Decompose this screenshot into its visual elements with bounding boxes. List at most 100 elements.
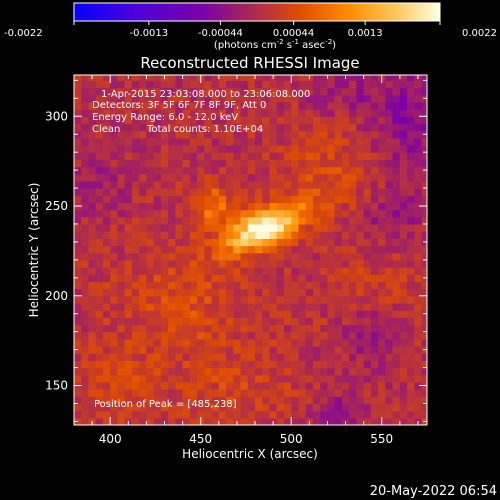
energy-range: Energy Range: 6.0 - 12.0 keV xyxy=(92,112,238,123)
heatmap-cell xyxy=(146,223,155,232)
heatmap-cell xyxy=(407,360,415,369)
heatmap-cell xyxy=(81,173,90,182)
heatmap-cell xyxy=(363,80,372,89)
heatmap-cell xyxy=(320,338,329,347)
heatmap-cell xyxy=(226,353,234,361)
heatmap-cell xyxy=(226,123,234,132)
heatmap-cell xyxy=(226,360,234,369)
heatmap-cell xyxy=(182,223,191,232)
heatmap-cell xyxy=(247,281,256,290)
heatmap-cell xyxy=(226,116,234,125)
heatmap-cell xyxy=(276,180,285,189)
heatmap-cell xyxy=(74,109,82,117)
heatmap-cell xyxy=(189,310,198,318)
colorbar-frame xyxy=(73,2,441,22)
heatmap-cell xyxy=(175,173,184,182)
info-block: 1-Apr-2015 23:03:08.000 to 23:06:08.000 … xyxy=(92,89,310,410)
heatmap-cell xyxy=(175,80,184,89)
heatmap-cell xyxy=(74,331,82,340)
heatmap-cell xyxy=(407,252,415,261)
heatmap-cell xyxy=(370,417,379,425)
heatmap-cell xyxy=(305,166,314,175)
heatmap-cell xyxy=(95,360,104,369)
heatmap-cell xyxy=(327,346,336,354)
heatmap-cell xyxy=(74,80,82,89)
heatmap-cell xyxy=(197,87,205,96)
heatmap-cell xyxy=(276,231,285,239)
heatmap-cell xyxy=(399,223,408,232)
heatmap-cell xyxy=(160,331,169,340)
heatmap-cell xyxy=(255,145,263,153)
heatmap-cell xyxy=(189,123,198,132)
heatmap-cell xyxy=(269,202,278,211)
heatmap-cell xyxy=(334,231,343,239)
heatmap-cell xyxy=(312,374,321,383)
heatmap-cell xyxy=(349,166,357,175)
heatmap-cell xyxy=(407,410,415,419)
heatmap-cell xyxy=(131,87,140,96)
heatmap-cell xyxy=(298,145,307,153)
heatmap-cell xyxy=(392,317,401,326)
heatmap-cell xyxy=(385,180,394,189)
heatmap-cell xyxy=(291,202,300,211)
heatmap-cell xyxy=(102,396,111,405)
heatmap-cell xyxy=(233,288,242,297)
heatmap-cell xyxy=(233,252,242,261)
heatmap-cell xyxy=(110,374,119,383)
heatmap-cell xyxy=(168,223,176,232)
heatmap-cell xyxy=(204,180,213,189)
heatmap-cell xyxy=(139,245,148,254)
heatmap-cell xyxy=(95,94,104,103)
heatmap-cell xyxy=(146,130,155,139)
heatmap-cell xyxy=(226,396,234,405)
heatmap-cell xyxy=(363,109,372,117)
heatmap-cell xyxy=(370,353,379,361)
heatmap-cell xyxy=(283,238,292,247)
heatmap-cell xyxy=(298,288,307,297)
heatmap-cell xyxy=(139,259,148,268)
heatmap-cell xyxy=(414,80,423,89)
heatmap-cell xyxy=(363,338,372,347)
heatmap-cell xyxy=(175,331,184,340)
heatmap-cell xyxy=(240,75,249,81)
heatmap-cell xyxy=(269,223,278,232)
heatmap-cell xyxy=(124,188,133,196)
heatmap-cell xyxy=(153,331,162,340)
heatmap-cell xyxy=(204,152,213,160)
heatmap-cell xyxy=(168,259,176,268)
heatmap-cell xyxy=(88,137,97,146)
heatmap-cell xyxy=(175,223,184,232)
heatmap-cell xyxy=(218,130,227,139)
heatmap-cell xyxy=(160,267,169,275)
heatmap-cell xyxy=(320,223,329,232)
heatmap-cell xyxy=(262,274,271,283)
heatmap-cell xyxy=(240,381,249,390)
heatmap-cell xyxy=(240,145,249,153)
heatmap-cell xyxy=(298,109,307,117)
heatmap-cell xyxy=(182,166,191,175)
heatmap-cell xyxy=(240,317,249,326)
heatmap-cell xyxy=(298,101,307,110)
heatmap-cell xyxy=(414,101,423,110)
heatmap-cell xyxy=(349,274,357,283)
heatmap-cell xyxy=(110,159,119,168)
heatmap-cell xyxy=(160,80,169,89)
heatmap-cell xyxy=(312,281,321,290)
heatmap-cell xyxy=(146,180,155,189)
heatmap-cell xyxy=(291,209,300,218)
heatmap-cell xyxy=(131,410,140,419)
heatmap-cell xyxy=(131,302,140,311)
heatmap-cell xyxy=(95,231,104,239)
heatmap-cell xyxy=(74,295,82,304)
heatmap-cell xyxy=(102,223,111,232)
heatmap-cell xyxy=(175,209,184,218)
heatmap-cell xyxy=(146,173,155,182)
heatmap-cell xyxy=(283,159,292,168)
heatmap-cell xyxy=(81,245,90,254)
heatmap-cell xyxy=(370,317,379,326)
heatmap-cell xyxy=(385,101,394,110)
heatmap-cell xyxy=(81,159,90,168)
heatmap-cell xyxy=(262,216,271,225)
heatmap-cell xyxy=(370,202,379,211)
heatmap-cell xyxy=(392,252,401,261)
